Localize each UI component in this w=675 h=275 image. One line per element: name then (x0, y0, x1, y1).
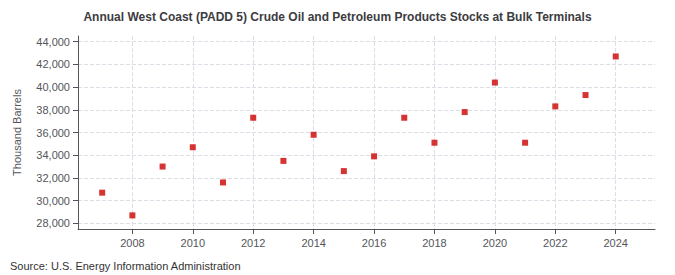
svg-text:36,000: 36,000 (36, 127, 70, 139)
svg-text:Annual West Coast (PADD 5) Cru: Annual West Coast (PADD 5) Crude Oil and… (83, 10, 591, 24)
svg-text:Thousand Barrels: Thousand Barrels (11, 89, 23, 176)
svg-text:Source: U.S. Energy Informatio: Source: U.S. Energy Information Administ… (10, 260, 241, 272)
svg-text:44,000: 44,000 (36, 36, 70, 48)
svg-text:2012: 2012 (241, 237, 265, 249)
svg-text:2014: 2014 (301, 237, 325, 249)
svg-text:38,000: 38,000 (36, 104, 70, 116)
svg-text:40,000: 40,000 (36, 81, 70, 93)
svg-text:2020: 2020 (483, 237, 507, 249)
svg-text:42,000: 42,000 (36, 58, 70, 70)
svg-text:34,000: 34,000 (36, 149, 70, 161)
svg-text:2010: 2010 (181, 237, 205, 249)
svg-text:2024: 2024 (603, 237, 627, 249)
svg-text:2016: 2016 (362, 237, 386, 249)
svg-text:28,000: 28,000 (36, 217, 70, 229)
svg-text:32,000: 32,000 (36, 172, 70, 184)
svg-text:2008: 2008 (120, 237, 144, 249)
svg-text:2018: 2018 (422, 237, 446, 249)
svg-text:30,000: 30,000 (36, 195, 70, 207)
svg-text:2022: 2022 (543, 237, 567, 249)
